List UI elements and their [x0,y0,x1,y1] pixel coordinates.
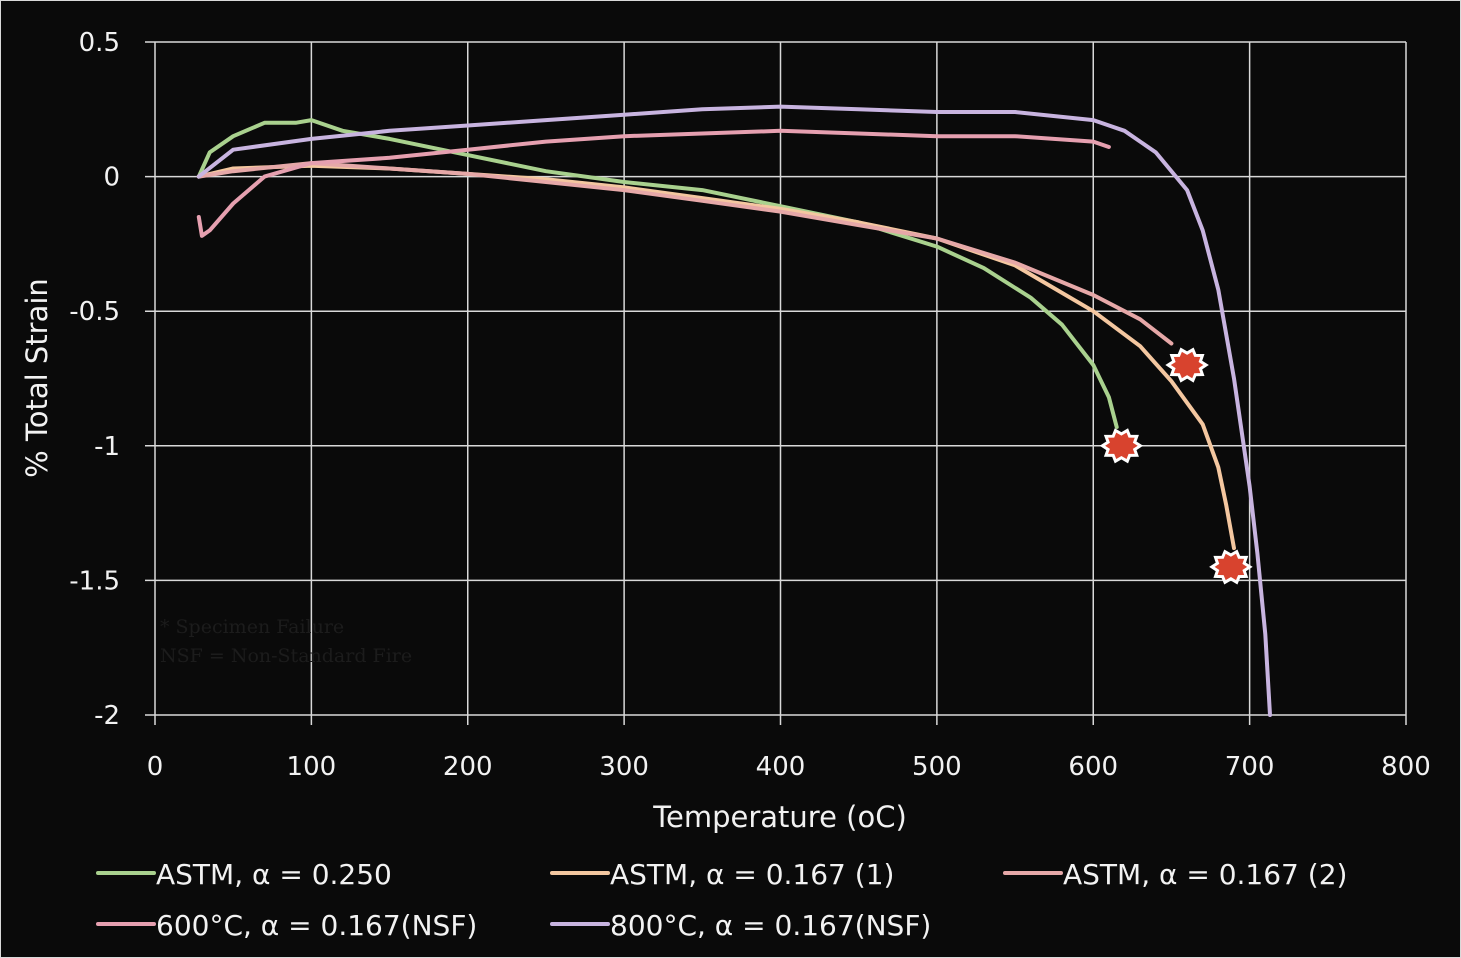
x-tick-label: 800 [1381,752,1431,782]
series-line-1 [196,118,1119,429]
failure-marker-3 [1165,347,1209,383]
failure-marker-2 [1209,549,1253,585]
failure-markers [1099,347,1253,585]
series-line-5 [196,104,1272,717]
x-tick-label: 700 [1225,752,1275,782]
y-tick-label: 0 [103,163,120,193]
x-tick-label: 400 [756,752,806,782]
series-line-4 [196,128,1111,238]
y-tick-label: -1 [94,432,120,462]
failure-marker-1 [1099,428,1144,464]
y-tick-label: -0.5 [69,297,120,327]
x-tick-label: 0 [147,752,164,782]
x-tick-label: 600 [1068,752,1118,782]
series-line-2 [196,163,1236,551]
grid [145,41,1407,725]
legend-label-1: ASTM, α = 0.250 [156,858,392,891]
note-specimen-failure: * Specimen Failure [160,616,344,638]
legend: ASTM, α = 0.250 ASTM, α = 0.167 (1) ASTM, … [96,858,1347,942]
x-tick-label: 100 [287,752,337,782]
series-layer [196,104,1272,717]
legend-label-3: ASTM, α = 0.167 (2) [1063,858,1347,891]
legend-label-5: 800°C, α = 0.167(NSF) [610,909,931,942]
x-tick-label: 300 [599,752,649,782]
note-nsf: NSF = Non-Standard Fire [160,645,412,667]
y-axis-title: % Total Strain [20,278,54,478]
x-tick-labels: 0 100 200 300 400 500 600 700 800 [147,752,1431,782]
legend-label-2: ASTM, α = 0.167 (1) [610,858,894,891]
series-line-3 [196,161,1174,346]
y-tick-label: 0.5 [79,28,120,58]
x-axis-title: Temperature (oC) [652,800,907,834]
y-tick-label: -1.5 [69,566,120,596]
legend-label-4: 600°C, α = 0.167(NSF) [156,909,477,942]
y-tick-labels: 0.5 0 -0.5 -1 -1.5 -2 [69,28,120,731]
x-tick-label: 200 [443,752,493,782]
y-tick-label: -2 [94,701,120,731]
x-tick-label: 500 [912,752,962,782]
